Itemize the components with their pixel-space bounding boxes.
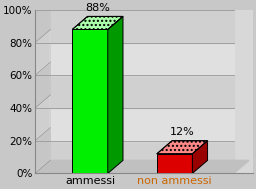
Text: 12%: 12% — [170, 127, 195, 137]
Polygon shape — [35, 160, 249, 174]
Polygon shape — [157, 154, 192, 174]
Polygon shape — [35, 29, 50, 75]
Polygon shape — [35, 0, 50, 174]
Polygon shape — [157, 141, 208, 154]
Polygon shape — [192, 141, 208, 174]
Polygon shape — [72, 16, 123, 29]
Text: 88%: 88% — [85, 3, 110, 13]
Polygon shape — [35, 0, 50, 43]
Polygon shape — [35, 128, 50, 174]
Polygon shape — [108, 16, 123, 174]
Polygon shape — [72, 29, 108, 174]
Polygon shape — [35, 95, 50, 141]
Polygon shape — [35, 62, 50, 108]
